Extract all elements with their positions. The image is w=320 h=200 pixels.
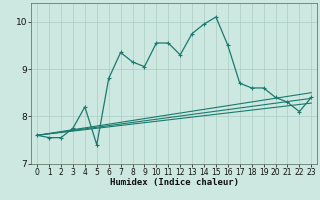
X-axis label: Humidex (Indice chaleur): Humidex (Indice chaleur): [110, 178, 239, 187]
